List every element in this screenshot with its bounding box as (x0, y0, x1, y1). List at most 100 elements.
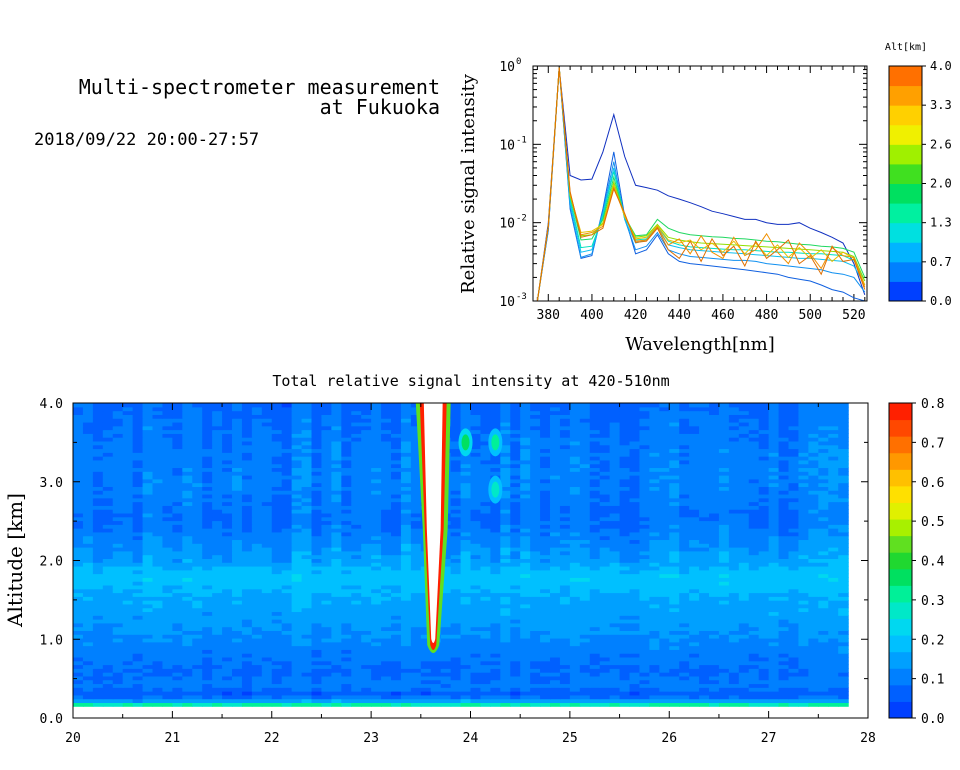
heatmap-cell (192, 493, 203, 499)
heatmap-cell (669, 600, 680, 605)
heatmap-cell (311, 478, 323, 484)
heatmap-cell (82, 611, 94, 616)
heatmap-cell (530, 679, 541, 685)
heatmap-cell (768, 600, 780, 605)
heatmap-cell (281, 565, 293, 571)
heatmap-cell (669, 679, 680, 685)
heatmap-cell (758, 528, 770, 533)
heatmap-cell (569, 501, 581, 506)
heatmap-cell (112, 550, 124, 556)
heatmap-cell (540, 668, 551, 673)
heatmap-cell (798, 672, 809, 677)
heatmap-cell (748, 501, 760, 506)
heatmap-cell (281, 702, 293, 707)
heatmap-cell (73, 622, 84, 628)
heatmap-cell (291, 649, 303, 654)
heatmap-cell (251, 683, 263, 688)
heatmap-cell (728, 668, 740, 673)
heatmap-cell (480, 619, 491, 624)
heatmap-cell (232, 569, 243, 575)
heatmap-cell (92, 656, 104, 662)
heatmap-cell (639, 698, 650, 703)
heatmap-cell (291, 607, 303, 613)
y-tick-exponent: -3 (516, 292, 527, 302)
heatmap-cell (649, 581, 660, 586)
heatmap-cell (420, 656, 432, 662)
heatmap-cell (132, 702, 144, 707)
heatmap-cell (371, 562, 382, 567)
heatmap-cell (222, 565, 233, 571)
heatmap-cell (639, 656, 650, 662)
heatmap-cell (798, 615, 809, 620)
heatmap-cell (540, 554, 551, 559)
heatmap-cell (828, 698, 839, 703)
y-tick-label: 10 (499, 138, 515, 153)
heatmap-cell (838, 501, 849, 506)
heatmap-cell (540, 482, 551, 487)
heatmap-cell (132, 478, 144, 484)
heatmap-cell (222, 562, 233, 567)
heatmap-cell (838, 565, 849, 571)
heatmap-cell (112, 660, 124, 666)
heatmap-cell (400, 694, 412, 700)
heatmap-cell (619, 687, 631, 692)
heatmap-cell (73, 630, 84, 635)
heatmap-cell (748, 512, 760, 518)
heatmap-cell (301, 493, 313, 499)
heatmap-cell (241, 630, 253, 635)
heatmap-cell (778, 603, 790, 609)
heatmap-cell (629, 573, 641, 578)
heatmap-cell (530, 490, 541, 495)
heatmap-cell (222, 501, 233, 506)
heatmap-cell (520, 634, 531, 639)
heatmap-cell (321, 558, 332, 563)
heatmap-cell (619, 486, 631, 491)
heatmap-cell (311, 675, 323, 681)
heatmap-cell (92, 607, 104, 613)
heatmap-cell (400, 528, 412, 533)
heatmap-cell (182, 691, 193, 696)
heatmap-cell (341, 486, 352, 491)
heatmap-cell (639, 577, 650, 582)
heatmap-cell (341, 679, 352, 685)
heatmap-cell (440, 630, 452, 635)
spectrum-plot-frame (532, 65, 868, 302)
heatmap-cell (520, 622, 531, 628)
heatmap-cell (470, 512, 482, 518)
heatmap-cell (331, 637, 342, 643)
heatmap-cell (351, 683, 362, 688)
heatmap-cell (828, 592, 839, 597)
heatmap-cell (450, 634, 462, 639)
heatmap-cell (400, 565, 412, 571)
heatmap-cell (828, 558, 839, 563)
heatmap-cell (480, 675, 491, 681)
heatmap-cell (202, 558, 213, 563)
heatmap-cell (679, 637, 690, 643)
heatmap-cell (122, 573, 134, 578)
heatmap-cell (241, 588, 253, 594)
heatmap-cell (550, 683, 561, 688)
heatmap-cell (689, 535, 700, 541)
heatmap-cell (341, 501, 352, 506)
heatmap-cell (659, 577, 670, 582)
heatmap-cell (569, 486, 581, 491)
heatmap-cell (679, 581, 690, 586)
heatmap-cell (182, 607, 193, 613)
heatmap-cell (460, 471, 472, 476)
heatmap-cell (291, 581, 303, 586)
heatmap-cell (261, 702, 273, 707)
heatmap-cell (818, 592, 829, 597)
heatmap-cell (579, 505, 591, 510)
heatmap-cell (470, 607, 482, 613)
heatmap-cell (172, 683, 183, 688)
heatmap-cell (271, 698, 283, 703)
heatmap-cell (808, 615, 819, 620)
heatmap-cell (649, 645, 660, 650)
heatmap-cell (788, 622, 800, 628)
heatmap-cell (778, 637, 790, 643)
heatmap-cell (778, 565, 790, 571)
heatmap-cell (251, 668, 263, 673)
heatmap-cell (232, 482, 243, 487)
heatmap-cell (808, 528, 819, 533)
heatmap-cell (629, 550, 641, 556)
